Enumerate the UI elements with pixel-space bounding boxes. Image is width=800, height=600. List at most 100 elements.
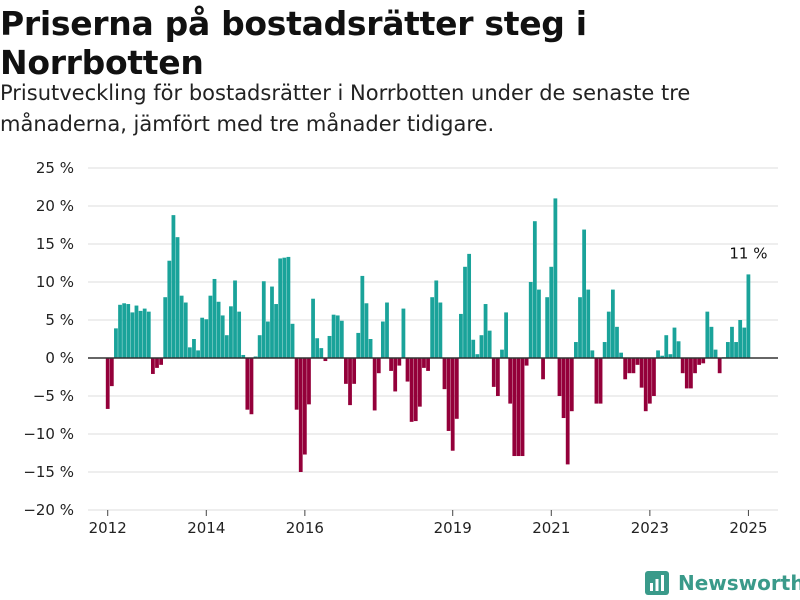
- x-tick-label: 2025: [729, 519, 767, 537]
- bar: [302, 358, 307, 455]
- bar: [689, 358, 693, 389]
- bar: [647, 358, 652, 404]
- bar: [590, 350, 595, 358]
- bar: [738, 320, 743, 358]
- chart-subtitle: Prisutveckling för bostadsrätter i Norrb…: [0, 81, 691, 136]
- bar: [635, 358, 640, 365]
- bar: [245, 358, 250, 410]
- y-tick-label: 25 %: [36, 159, 74, 177]
- bar: [524, 358, 529, 366]
- bar: [352, 358, 357, 384]
- bar: [146, 311, 151, 358]
- bar: [574, 342, 578, 358]
- bar: [265, 321, 270, 358]
- y-tick-label: −15 %: [23, 463, 74, 481]
- bar: [672, 327, 677, 358]
- bar: [516, 358, 521, 457]
- bar: [109, 358, 114, 387]
- bar: [446, 358, 451, 431]
- bar: [730, 326, 734, 358]
- bar: [643, 358, 648, 412]
- bar: [508, 358, 513, 404]
- y-tick-label: 5 %: [45, 311, 74, 329]
- bar: [187, 347, 192, 358]
- bar: [438, 302, 443, 358]
- bar: [504, 312, 508, 358]
- bar: [105, 358, 110, 409]
- bar: [348, 358, 352, 406]
- axes: 25 % 20 % 15 % 10 % 5 % 0 % −5 % −10 % −15 % −20 …: [23, 159, 778, 537]
- bar: [167, 260, 172, 358]
- bar: [323, 358, 328, 362]
- y-tick-label: 10 %: [36, 273, 74, 291]
- bar: [705, 311, 710, 358]
- bar: [491, 358, 496, 387]
- bar: [126, 304, 131, 358]
- bar: [229, 306, 233, 358]
- bar: [261, 281, 266, 358]
- bar: [159, 358, 163, 365]
- bar: [594, 358, 599, 404]
- bar: [339, 320, 344, 358]
- bar: [385, 302, 389, 358]
- bar: [151, 358, 155, 374]
- bar: [274, 304, 278, 358]
- bar: [615, 326, 619, 358]
- bar: [114, 328, 118, 358]
- bar: [212, 278, 217, 358]
- bar: [118, 304, 122, 358]
- bar: [475, 354, 480, 358]
- bar: [569, 358, 574, 412]
- bars: [105, 198, 751, 472]
- bar: [545, 297, 550, 358]
- bar: [512, 358, 517, 457]
- bar: [578, 297, 582, 358]
- bar: [368, 339, 373, 358]
- bar: [676, 341, 681, 358]
- bar: [532, 221, 537, 358]
- bar: [204, 319, 209, 358]
- bar: [467, 253, 472, 358]
- bar: [233, 280, 237, 358]
- bar: [294, 358, 299, 410]
- bar: [660, 355, 665, 358]
- bar: [344, 358, 348, 384]
- bar: [598, 358, 603, 404]
- bar: [298, 358, 303, 472]
- newsworthy-logo-icon: [645, 571, 669, 595]
- bar: [270, 286, 274, 358]
- bar: [253, 356, 258, 358]
- bar: [249, 358, 254, 415]
- bar: [561, 358, 566, 419]
- bar: [557, 358, 562, 396]
- bar: [463, 266, 467, 358]
- bar: [586, 289, 591, 358]
- bar: [413, 358, 418, 422]
- bar: [405, 358, 410, 382]
- bar: [709, 326, 714, 358]
- bar: [479, 335, 484, 358]
- bar: [397, 358, 402, 366]
- x-tick-label: 2019: [434, 519, 472, 537]
- newsworthy-brand[interactable]: Newsworthy: [645, 568, 800, 598]
- bar: [282, 257, 287, 358]
- bar: [454, 358, 459, 419]
- bar: [528, 282, 533, 358]
- bar: [701, 358, 706, 364]
- bar: [138, 310, 143, 358]
- bar: [717, 358, 722, 374]
- bar: [311, 298, 315, 358]
- bar: [680, 358, 685, 374]
- bar: [163, 297, 168, 358]
- bar: [142, 308, 147, 358]
- bar: [541, 358, 545, 380]
- bar: [315, 338, 320, 358]
- bar: [652, 358, 656, 396]
- bar: [656, 350, 660, 358]
- bar: [331, 314, 336, 358]
- bar: [417, 358, 422, 407]
- bar: [376, 358, 381, 374]
- bar: [134, 305, 139, 358]
- bar: [631, 358, 636, 374]
- bar: [208, 295, 213, 358]
